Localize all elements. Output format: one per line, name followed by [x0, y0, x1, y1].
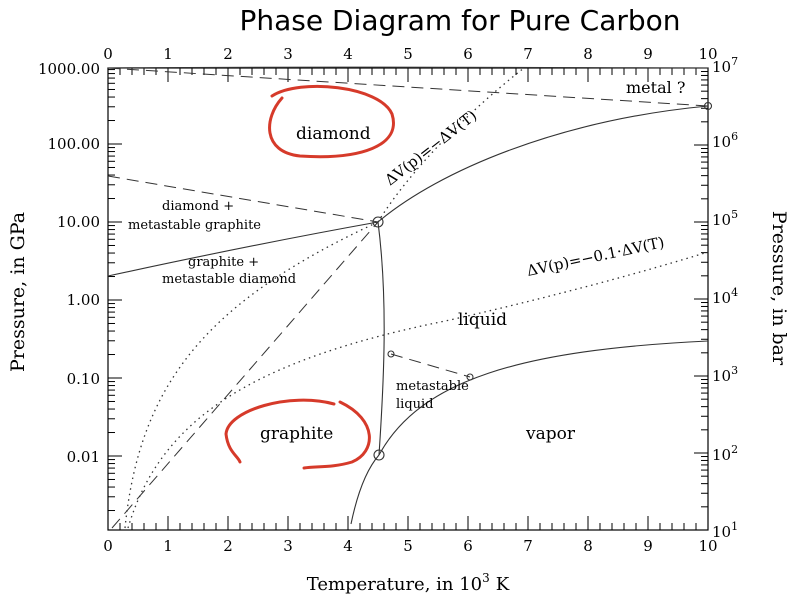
liquid-vapor-boundary	[378, 340, 709, 456]
y-axis-right-title: Pressure, in bar	[768, 211, 790, 366]
triple-point-upper	[372, 216, 384, 228]
diamond-meta-label-2: metastable graphite	[128, 218, 261, 233]
x-tick-label: 8	[583, 537, 593, 555]
dv-equal-annotation: ΔV(p)=−ΔV(T)	[381, 106, 480, 189]
graphite-vapor-boundary	[350, 454, 380, 525]
x-tick-labels-top: 0 1 2 3 4 5 6 7 8 9 10	[103, 45, 717, 63]
x-tick-label: 6	[463, 45, 473, 63]
meta-liquid-label-2: liquid	[396, 397, 434, 412]
meta-liquid-label-1: metastable	[396, 379, 469, 394]
critical-point-metal	[703, 101, 713, 111]
x-axis-title: Temperature, in 103 K	[307, 571, 510, 595]
y-right-tick-label: 102	[712, 443, 738, 464]
region-labels: diamond graphite liquid vapor metal ?	[260, 78, 685, 444]
y-right-tick-label: 101	[712, 520, 738, 541]
y-right-tick-label: 106	[712, 130, 738, 151]
triple-points	[372, 101, 713, 461]
region-label-vapor: vapor	[525, 424, 576, 444]
y-axis-left-title: Pressure, in GPa	[7, 212, 29, 372]
region-label-liquid: liquid	[458, 310, 507, 330]
x-tick-label: 1	[163, 537, 173, 555]
metal-boundary-dashed	[107, 67, 709, 107]
dv-equal-dotted	[377, 67, 525, 223]
y-tick-label: 0.01	[67, 448, 100, 466]
x-tick-label: 1	[163, 45, 173, 63]
x-tick-label: 10	[698, 45, 717, 63]
graphite-highlight	[224, 398, 371, 470]
y-tick-label: 10.00	[57, 213, 100, 231]
x-tick-label: 5	[403, 45, 413, 63]
graphite-meta-label-1: graphite +	[188, 255, 259, 270]
region-label-metal: metal ?	[626, 78, 685, 97]
plot-frame	[107, 67, 709, 531]
y-tick-label: 1.00	[67, 291, 100, 309]
y-right-tick-label: 104	[712, 286, 738, 307]
graphite-diamond-boundary	[107, 221, 379, 277]
x-tick-label: 7	[523, 45, 533, 63]
graphite-meta-label-2: metastable diamond	[162, 272, 296, 287]
metastable-diamond-dashed	[107, 175, 379, 223]
x-tick-label: 4	[343, 45, 353, 63]
page-title: Phase Diagram for Pure Carbon	[239, 4, 681, 37]
y-right-tick-label: 107	[712, 55, 738, 76]
metastable-labels: diamond + metastable graphite graphite +…	[128, 199, 469, 412]
x-tick-label: 3	[283, 45, 293, 63]
x-tick-label: 6	[463, 537, 473, 555]
y-right-tick-label: 103	[712, 364, 738, 385]
x-tick-label: 9	[643, 45, 653, 63]
diamond-highlight	[268, 84, 395, 159]
phase-boundaries	[107, 66, 709, 525]
triple-point-lower	[373, 449, 385, 461]
y-tick-label: 100.00	[48, 135, 101, 153]
x-tick-label: 9	[643, 537, 653, 555]
y-tick-label: 1000.00	[38, 60, 100, 78]
x-tick-label: 7	[523, 537, 533, 555]
x-tick-label: 0	[103, 537, 113, 555]
x-tick-label: 2	[223, 45, 233, 63]
y-tick-labels-left: 0.01 0.10 1.00 10.00 100.00 1000.00	[38, 60, 100, 466]
metastable-graphite-dashed	[111, 221, 379, 529]
y-tick-labels-right: 101 102 103 104 105 106 107	[712, 55, 738, 541]
diamond-meta-label-1: diamond +	[162, 199, 234, 214]
dashed-lines	[107, 67, 709, 529]
axis-ticks	[107, 67, 709, 531]
y-tick-label: 0.10	[67, 370, 100, 388]
x-tick-labels-bottom: 0 1 2 3 4 5 6 7 8 9 10	[103, 537, 717, 555]
red-highlights	[224, 84, 395, 470]
x-tick-label: 3	[283, 537, 293, 555]
x-tick-label: 5	[403, 537, 413, 555]
top-boundary	[107, 66, 709, 69]
diamond-liquid-boundary	[377, 105, 709, 223]
region-label-graphite: graphite	[260, 424, 333, 444]
x-tick-label: 10	[698, 537, 717, 555]
metastable-liquid-dashed	[390, 353, 471, 378]
region-label-diamond: diamond	[296, 124, 371, 144]
y-right-tick-label: 105	[712, 208, 738, 229]
dotted-lines	[124, 67, 709, 529]
graphite-liquid-boundary	[377, 221, 385, 456]
metastable-point-right	[466, 373, 474, 381]
x-tick-label: 8	[583, 45, 593, 63]
x-tick-label: 4	[343, 537, 353, 555]
dv-tenth-annotation: ΔV(p)=−0.1·ΔV(T)	[525, 233, 666, 280]
x-tick-label: 0	[103, 45, 113, 63]
metastable-point-left	[387, 350, 395, 358]
x-tick-label: 2	[223, 537, 233, 555]
